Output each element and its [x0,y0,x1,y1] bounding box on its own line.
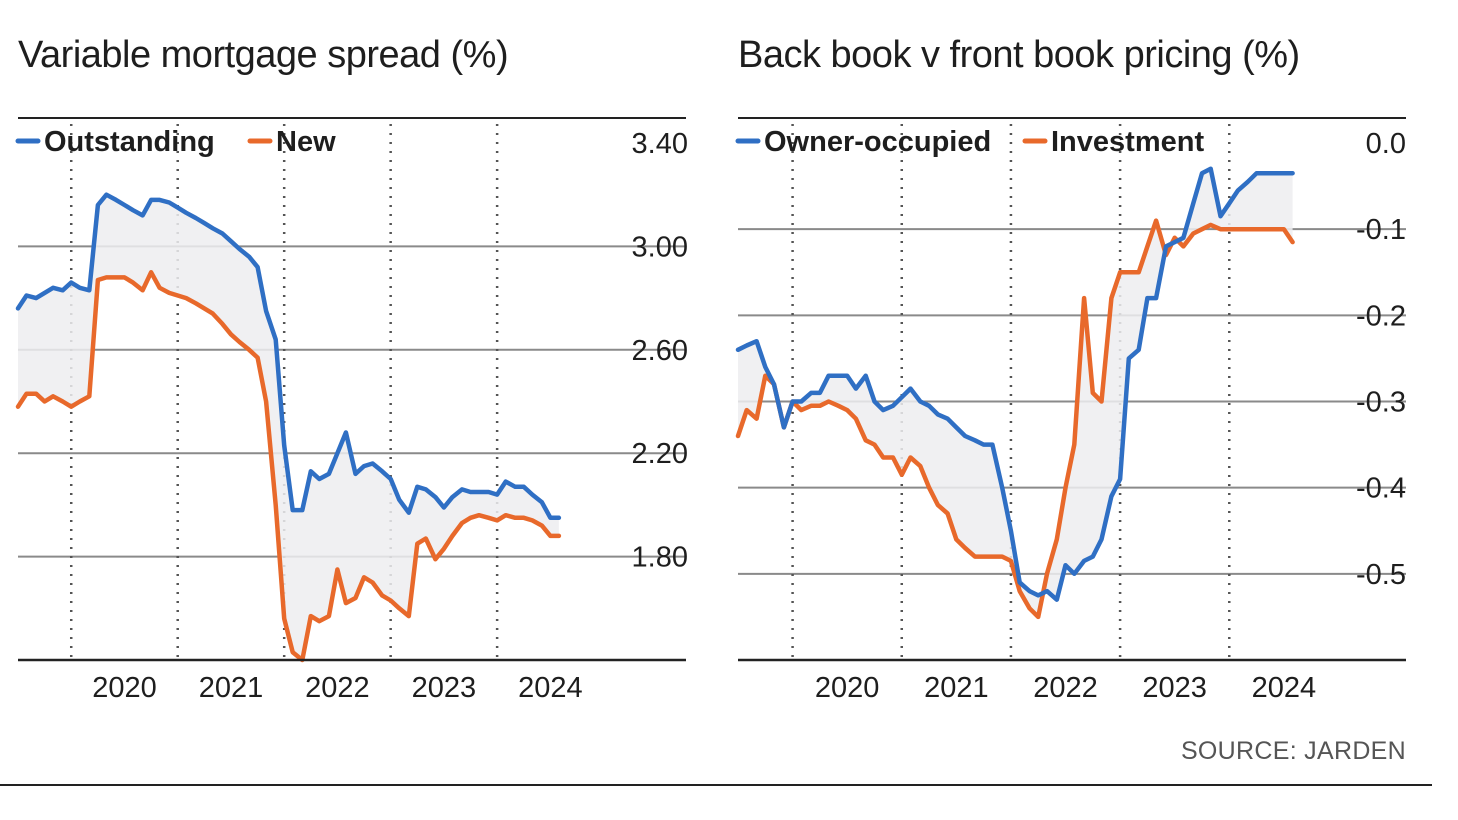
y-tick-label: 3.00 [632,231,688,263]
series-line-new [15,270,562,663]
x-tick-label: 2024 [518,672,583,704]
legend-label: Owner-occupied [764,126,991,158]
y-tick-label: -0.5 [1356,559,1406,591]
legend-label: New [276,126,336,158]
x-tick-label: 2023 [412,672,477,704]
y-tick-label: 0.0 [1366,128,1406,160]
series-line-owner-occupied [735,166,1295,602]
y-tick-label: 3.40 [632,128,688,160]
y-tick-label: 2.60 [632,335,688,367]
legend-label: Outstanding [44,126,215,158]
spread-band [18,194,559,660]
y-tick-label: 1.80 [632,542,688,574]
x-tick-label: 2023 [1142,672,1207,704]
series-line-investment [735,218,1295,620]
legend-label: Investment [1051,126,1204,158]
x-tick-label: 2024 [1252,672,1317,704]
chart-panel-0: 1.80 2.20 2.60 3.00 3.40 2020 2021 2022 2023 2024… [15,117,688,704]
x-tick-label: 2021 [924,672,989,704]
source-note: SOURCE: JARDEN [1180,737,1406,765]
y-tick-label: -0.4 [1356,473,1406,505]
x-tick-label: 2022 [305,672,370,704]
series-line-outstanding [15,192,562,521]
y-tick-label: -0.3 [1356,387,1406,419]
x-tick-label: 2021 [199,672,264,704]
chart-title-left: Variable mortgage spread (%) [18,34,509,76]
y-tick-label: 2.20 [632,438,688,470]
chart-panel-1: -0.5 -0.4 -0.3 -0.2 -0.1 0.0 2020 2021 2022 2023 2… [735,117,1406,704]
y-tick-label: -0.1 [1356,214,1406,246]
x-tick-label: 2020 [92,672,157,704]
x-tick-label: 2022 [1033,672,1098,704]
chart-title-right: Back book v front book pricing (%) [738,34,1300,76]
x-tick-label: 2020 [815,672,880,704]
y-tick-label: -0.2 [1356,300,1406,332]
spread-band [738,168,1293,617]
bottom-divider [0,784,1432,786]
